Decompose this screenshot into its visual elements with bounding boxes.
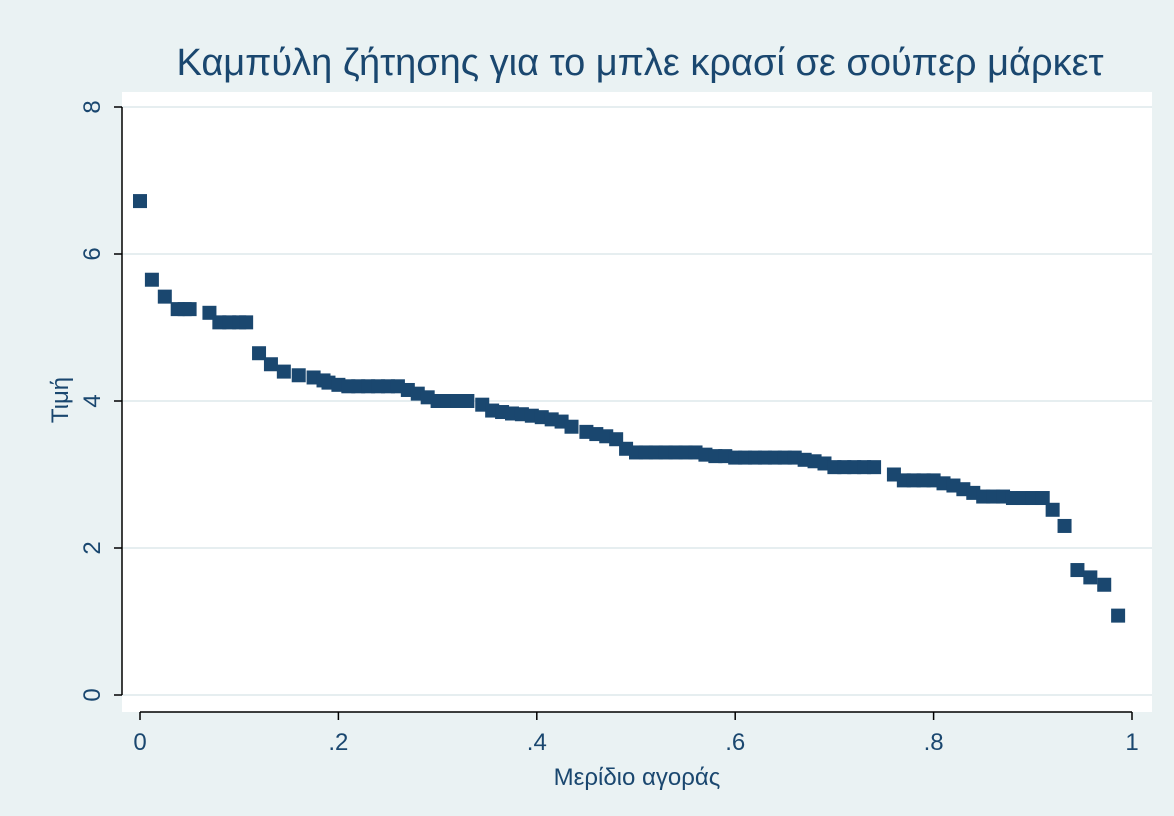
y-tick-label: 8 [79, 100, 106, 113]
y-tick-label: 6 [79, 247, 106, 260]
x-tick-label: .8 [924, 729, 944, 756]
y-tick-label: 4 [79, 394, 106, 407]
data-point [182, 302, 197, 317]
data-point [867, 460, 882, 475]
data-point [133, 194, 147, 209]
data-point [1083, 570, 1098, 585]
data-point [1070, 563, 1085, 578]
x-axis-label: Μερίδιο αγοράς [554, 764, 721, 791]
y-tick-label: 0 [79, 688, 106, 701]
data-point [252, 346, 267, 361]
x-tick-label: 0 [133, 729, 146, 756]
x-tick-label: .6 [725, 729, 745, 756]
data-point [1045, 502, 1060, 517]
data-point [460, 394, 475, 408]
data-point [1097, 577, 1112, 592]
data-point [291, 368, 306, 383]
axes: 0 2 4 6 8 0 .2 .4 .6 .8 1 [79, 100, 1139, 756]
data-point [157, 289, 172, 304]
x-tick-label: .2 [328, 729, 348, 756]
data-point [1111, 608, 1126, 623]
data-point [144, 272, 159, 287]
data-point [276, 364, 291, 379]
data-point [564, 419, 579, 434]
data-markers [133, 194, 1126, 623]
data-point [1057, 518, 1072, 533]
x-tick-label: .4 [527, 729, 547, 756]
data-point [1035, 491, 1050, 506]
data-point [239, 315, 254, 330]
y-tick-label: 2 [79, 541, 106, 554]
grid-lines [122, 106, 1152, 696]
x-tick-label: 1 [1125, 729, 1138, 756]
y-axis-label: Τιμή [47, 377, 74, 423]
chart-title: Καμπύλη ζήτησης για το μπλε κρασί σε σού… [176, 42, 1103, 84]
data-point [263, 357, 278, 372]
